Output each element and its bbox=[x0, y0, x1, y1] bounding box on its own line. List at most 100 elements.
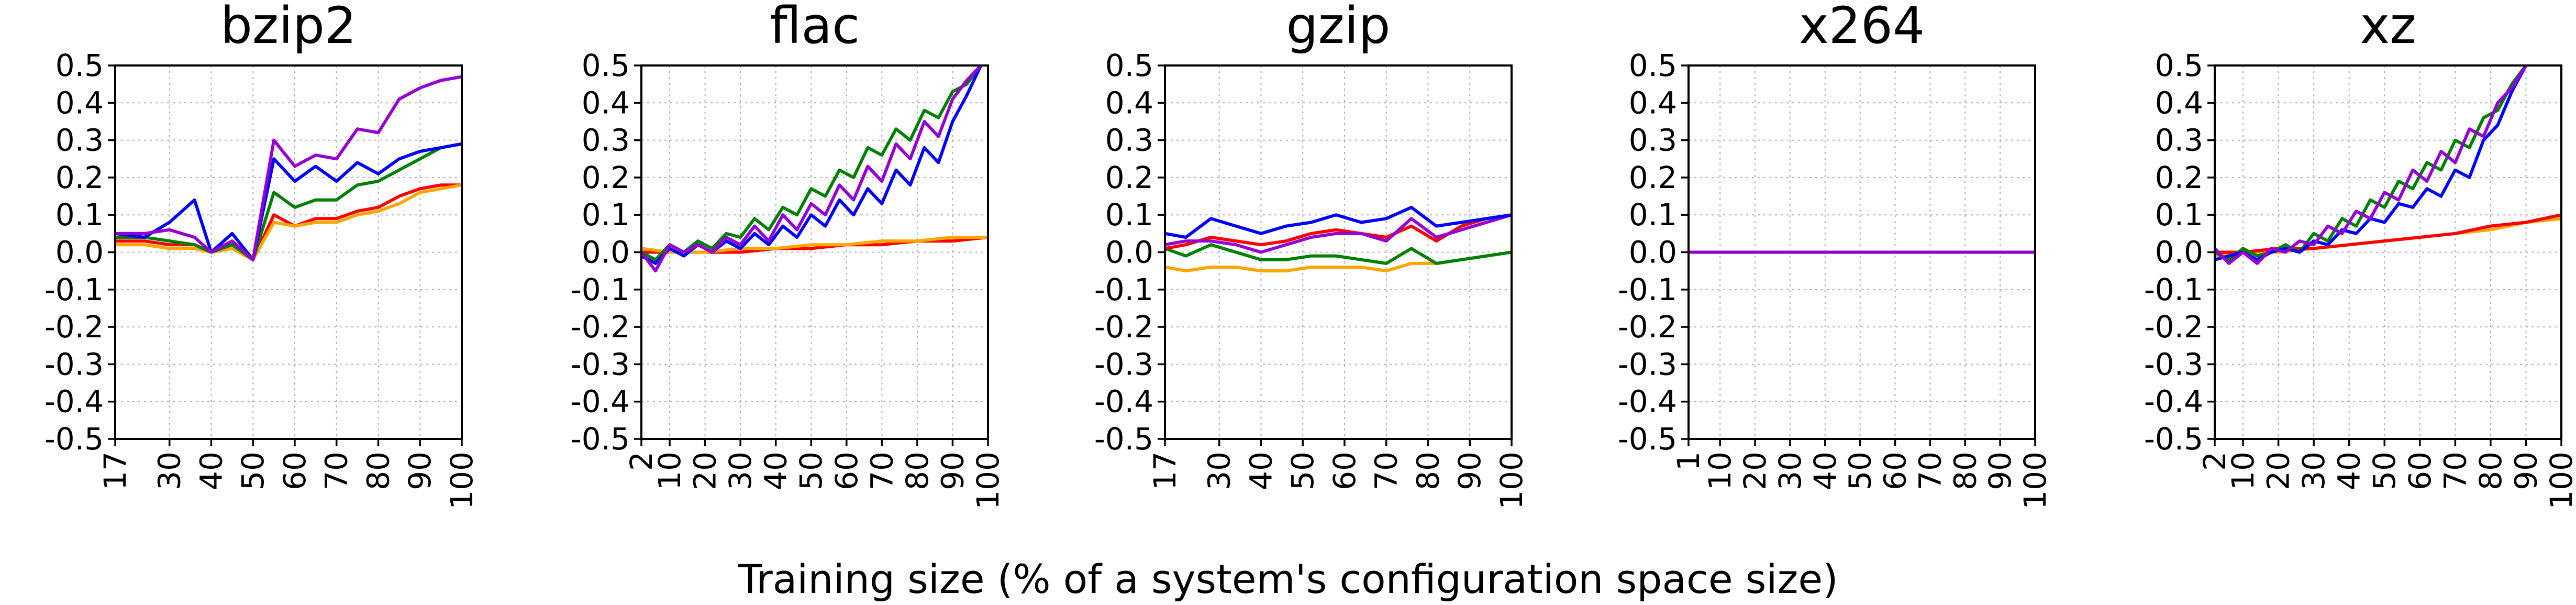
panel-title: x264 bbox=[1799, 0, 1925, 55]
x-axis-label: Training size (% of a system's configura… bbox=[737, 556, 1838, 602]
y-tick-label: 0.5 bbox=[2155, 48, 2203, 83]
series-line-red bbox=[2215, 213, 2561, 254]
x-tick-label: 60 bbox=[1327, 452, 1362, 490]
y-tick-label: 0.0 bbox=[582, 235, 630, 270]
x-tick-label: 40 bbox=[1807, 452, 1843, 490]
x-tick-label: 80 bbox=[1947, 452, 1983, 490]
series-line-orange bbox=[115, 183, 462, 261]
panel-title: gzip bbox=[1286, 0, 1391, 55]
y-tick-label: 0.1 bbox=[582, 197, 630, 233]
y-tick-label: -0.5 bbox=[2144, 421, 2203, 457]
x-tick-label: 50 bbox=[793, 452, 829, 490]
y-tick-label: 0.2 bbox=[1629, 160, 1677, 195]
x-tick-label: 60 bbox=[829, 452, 864, 490]
y-tick-label: -0.2 bbox=[45, 309, 104, 345]
y-tick-label: 0.4 bbox=[1105, 85, 1153, 120]
y-tick-label: 0.4 bbox=[2155, 85, 2203, 120]
y-tick-label: -0.3 bbox=[571, 346, 630, 382]
x-tick-label: 17 bbox=[97, 452, 133, 490]
y-tick-label: -0.3 bbox=[1094, 346, 1153, 382]
y-tick-label: -0.4 bbox=[2144, 384, 2203, 420]
y-tick-label: 0.1 bbox=[1105, 197, 1153, 233]
panel-bzip2: -0.5-0.4-0.3-0.2-0.10.00.10.20.30.40.5 17… bbox=[45, 0, 480, 510]
x-tick-label: 30 bbox=[723, 452, 758, 490]
x-tick-label: 40 bbox=[758, 452, 794, 490]
y-tick-label: 0.1 bbox=[2155, 197, 2203, 233]
x-tick-label: 40 bbox=[193, 452, 229, 490]
x-tick-label: 40 bbox=[1243, 452, 1279, 490]
x-tick-label: 40 bbox=[2331, 452, 2367, 490]
x-tick-label: 50 bbox=[1285, 452, 1320, 490]
x-tick-label: 50 bbox=[2367, 452, 2402, 490]
y-tick-label: -0.5 bbox=[45, 421, 104, 457]
x-tick-label: 70 bbox=[2437, 452, 2473, 490]
panel-title: xz bbox=[2360, 0, 2416, 55]
y-tick-label: -0.5 bbox=[571, 421, 630, 457]
y-tick-label: 0.3 bbox=[2155, 123, 2203, 158]
y-tick-label: -0.2 bbox=[571, 309, 630, 345]
series-line-blue bbox=[1165, 205, 1512, 239]
y-tick-label: 0.0 bbox=[55, 235, 104, 270]
x-tick-label: 90 bbox=[2508, 452, 2544, 490]
x-tick-label: 80 bbox=[900, 452, 935, 490]
y-tick-label: -0.5 bbox=[1618, 421, 1677, 457]
x-tick-label: 1 bbox=[1671, 452, 1706, 471]
y-tick-label: 0.0 bbox=[2155, 235, 2203, 270]
x-tick-label: 20 bbox=[1737, 452, 1773, 490]
y-tick-label: -0.2 bbox=[1094, 309, 1153, 345]
x-tick-label: 100 bbox=[970, 452, 1006, 510]
y-tick-label: -0.4 bbox=[45, 384, 104, 420]
y-tick-label: 0.5 bbox=[1629, 48, 1677, 83]
y-tick-label: 0.2 bbox=[1105, 160, 1153, 195]
x-tick-label: 2 bbox=[624, 452, 659, 471]
series-line-blue bbox=[115, 142, 462, 261]
y-tick-label: 0.2 bbox=[582, 160, 630, 195]
x-tick-label: 20 bbox=[687, 452, 723, 490]
panel-gzip: -0.5-0.4-0.3-0.2-0.10.00.10.20.30.40.5 17… bbox=[1094, 0, 1529, 510]
y-tick-label: -0.1 bbox=[2144, 272, 2203, 307]
y-tick-label: -0.4 bbox=[571, 384, 630, 420]
y-tick-label: -0.4 bbox=[1094, 384, 1153, 420]
y-tick-label: -0.3 bbox=[2144, 346, 2203, 382]
x-tick-label: 50 bbox=[235, 452, 271, 490]
x-tick-label: 90 bbox=[935, 452, 970, 490]
y-tick-label: 0.1 bbox=[55, 197, 104, 233]
y-tick-label: -0.3 bbox=[45, 346, 104, 382]
series-line-orange bbox=[641, 236, 988, 254]
y-tick-label: 0.4 bbox=[582, 85, 630, 120]
panel-title: flac bbox=[770, 0, 860, 55]
panel-x264: -0.5-0.4-0.3-0.2-0.10.00.10.20.30.40.511… bbox=[1618, 0, 2053, 510]
panel-flac: -0.5-0.4-0.3-0.2-0.10.00.10.20.30.40.521… bbox=[571, 0, 1006, 510]
x-tick-label: 10 bbox=[652, 452, 687, 490]
series-line-purple bbox=[641, 65, 982, 273]
x-tick-label: 80 bbox=[2473, 452, 2508, 490]
x-tick-label: 100 bbox=[1494, 452, 1529, 510]
y-tick-label: 0.1 bbox=[1629, 197, 1677, 233]
series-line-green bbox=[115, 142, 462, 261]
x-tick-label: 10 bbox=[1702, 452, 1738, 490]
y-tick-label: -0.4 bbox=[1618, 384, 1677, 420]
x-tick-label: 90 bbox=[1452, 452, 1487, 490]
series-line-green bbox=[641, 65, 982, 261]
series-line-purple bbox=[2215, 65, 2527, 265]
y-tick-label: -0.2 bbox=[2144, 309, 2203, 345]
x-tick-label: 60 bbox=[1878, 452, 1913, 490]
y-tick-label: -0.1 bbox=[1618, 272, 1677, 307]
x-tick-label: 20 bbox=[2261, 452, 2296, 490]
x-tick-label: 90 bbox=[1982, 452, 2018, 490]
y-tick-label: 0.4 bbox=[1629, 85, 1677, 120]
series-line-purple bbox=[1165, 213, 1512, 254]
x-tick-label: 70 bbox=[319, 452, 354, 490]
x-tick-label: 30 bbox=[152, 452, 187, 490]
x-tick-label: 50 bbox=[1842, 452, 1878, 490]
y-tick-label: -0.1 bbox=[1094, 272, 1153, 307]
y-tick-label: 0.4 bbox=[55, 85, 104, 120]
panel-xz: -0.5-0.4-0.3-0.2-0.10.00.10.20.30.40.521… bbox=[2144, 0, 2576, 510]
x-tick-label: 100 bbox=[2017, 452, 2053, 510]
x-tick-label: 30 bbox=[1202, 452, 1237, 490]
x-tick-label: 30 bbox=[1772, 452, 1808, 490]
y-tick-label: -0.3 bbox=[1618, 346, 1677, 382]
y-tick-label: 0.5 bbox=[55, 48, 104, 83]
series-line-purple bbox=[115, 75, 462, 261]
